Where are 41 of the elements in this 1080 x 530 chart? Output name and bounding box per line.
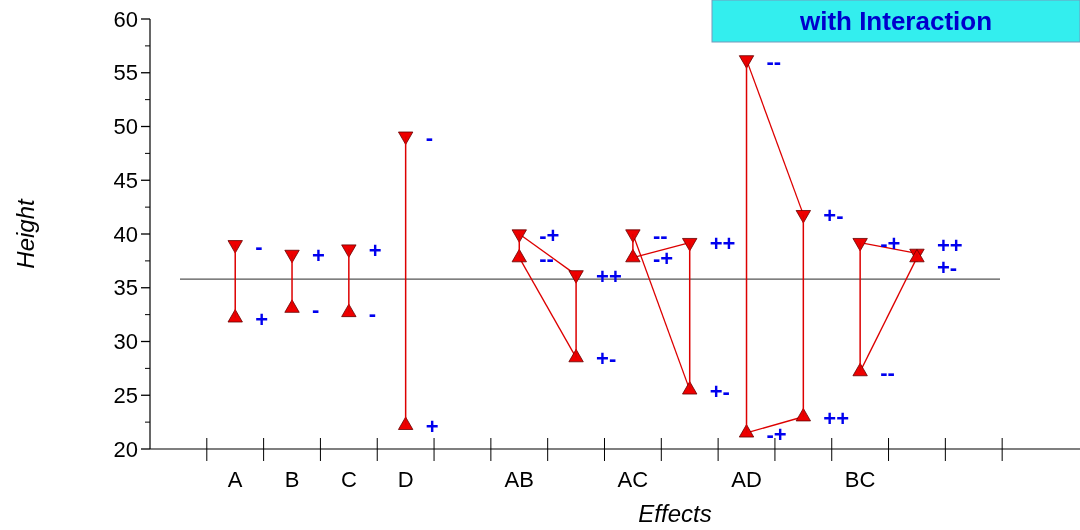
x-tick-label: C xyxy=(340,467,357,492)
y-tick-label: 35 xyxy=(113,275,138,301)
data-label: +- xyxy=(596,346,617,372)
data-label: ++ xyxy=(823,405,850,431)
x-tick-label: AC xyxy=(617,467,649,492)
data-label: +- xyxy=(709,378,730,404)
data-label: + xyxy=(425,414,439,440)
y-tick-label: 30 xyxy=(113,329,138,355)
y-tick-label: 20 xyxy=(113,436,138,462)
y-tick-label: 55 xyxy=(113,60,138,86)
data-label: + xyxy=(255,306,269,332)
data-label: + xyxy=(368,237,382,263)
x-axis-title: Effects xyxy=(638,500,712,527)
y-tick-label: 60 xyxy=(113,6,138,32)
y-tick-label: 50 xyxy=(113,114,138,140)
data-label: -- xyxy=(652,222,668,248)
data-label: +- xyxy=(823,203,844,229)
data-label: ++ xyxy=(709,231,736,257)
y-axis-title: Height xyxy=(12,197,39,269)
x-tick-label: B xyxy=(284,467,300,492)
data-label: - xyxy=(312,296,320,322)
data-label: -+ xyxy=(766,421,787,447)
data-label: - xyxy=(425,124,433,150)
y-tick-label: 45 xyxy=(113,167,138,193)
data-label: ++ xyxy=(596,263,622,289)
data-label: - xyxy=(368,301,377,327)
y-tick-label: 40 xyxy=(113,221,138,247)
y-tick-label: 25 xyxy=(113,382,138,408)
data-label: -- xyxy=(880,360,895,386)
data-label: -- xyxy=(539,246,554,272)
x-tick-label: AB xyxy=(504,467,534,492)
data-label: + xyxy=(312,243,325,269)
data-label: - xyxy=(255,233,263,259)
chart-title: with Interaction xyxy=(798,6,993,36)
data-label: -- xyxy=(766,48,782,74)
x-tick-label: AD xyxy=(731,467,762,492)
x-tick-label: BC xyxy=(844,467,876,492)
x-tick-label: A xyxy=(227,467,243,492)
data-label: -+ xyxy=(652,246,674,272)
data-label: -+ xyxy=(539,222,560,248)
x-tick-label: D xyxy=(397,467,414,492)
